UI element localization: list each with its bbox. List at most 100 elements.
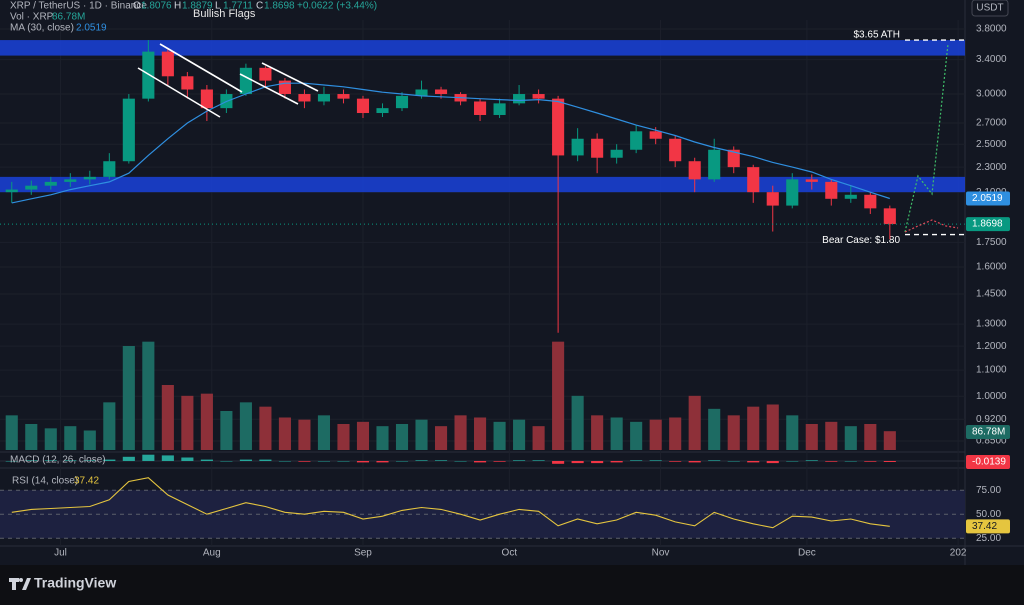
volume-bar (805, 424, 818, 450)
ma-legend-value: 2.0519 (76, 23, 107, 34)
macd-bar (64, 460, 77, 461)
macd-bar (844, 461, 857, 462)
ohlc-value: 1.8698 (264, 1, 295, 12)
annotation-title: Bullish Flags (193, 8, 256, 20)
candle-body (298, 94, 311, 102)
x-tick-label: Jul (54, 548, 67, 559)
ohlc-key: C (256, 1, 263, 12)
ma-legend: MA (30, close) (10, 23, 74, 34)
y-tick-label: 3.8000 (976, 24, 1007, 35)
volume-bar (630, 421, 643, 450)
candle-body (337, 94, 350, 99)
footer (0, 565, 1024, 605)
volume-bar (864, 424, 877, 450)
y-tick-label: 0.8500 (976, 436, 1007, 447)
candle-body (415, 89, 428, 96)
volume-bar (278, 417, 291, 450)
candle-body (610, 149, 623, 158)
candle-body (142, 51, 155, 99)
macd-bar (278, 461, 291, 462)
volume-bar (64, 426, 77, 450)
macd-bar (200, 459, 213, 461)
ohlc-value: 1.8879 (182, 1, 213, 12)
candle-body (356, 98, 370, 114)
candle-body (747, 167, 760, 193)
macd-bar (883, 461, 896, 462)
volume-bar (122, 346, 135, 450)
macd-bar (122, 456, 135, 461)
macd-bar (25, 460, 38, 461)
candle-body (395, 95, 409, 109)
volume-bar (454, 415, 467, 450)
candle-body (825, 181, 838, 199)
rsi-line (11, 477, 890, 529)
volume-bar (825, 421, 838, 450)
volume-bar (649, 419, 662, 450)
macd-bar (708, 460, 721, 461)
y-tick-label: 2.5000 (976, 139, 1007, 150)
candle-body (805, 179, 818, 182)
volume-bar (337, 424, 350, 450)
x-tick-label: Dec (798, 548, 816, 559)
candle-body (376, 108, 389, 114)
macd-bar (454, 461, 467, 462)
candle-body (649, 131, 662, 139)
flag-line (137, 67, 221, 118)
macd-bar (376, 461, 389, 463)
macd-bar (317, 461, 331, 462)
volume-bar (259, 406, 272, 450)
bear-projection (904, 219, 959, 233)
macd-bar (474, 461, 487, 463)
candle-body (786, 179, 799, 206)
x-tick-label: Oct (502, 548, 518, 559)
macd-legend: MACD (12, 26, close) (10, 455, 106, 466)
currency[interactable]: USDT (976, 3, 1003, 14)
volume-bar (200, 393, 213, 450)
macd-bar (610, 461, 623, 463)
volume-bar (103, 402, 116, 450)
candle-body (161, 51, 174, 77)
volume-tag-bg (966, 425, 1010, 439)
volume-bar (220, 411, 233, 450)
zone (0, 40, 965, 56)
brand: TradingView (34, 575, 116, 591)
macd-bar (571, 461, 584, 464)
candle-body (474, 101, 487, 115)
volume-bar (552, 341, 565, 450)
macd-bar (103, 459, 116, 461)
volume-bar (181, 395, 194, 450)
candle-body (844, 194, 857, 199)
volume-bar (708, 408, 721, 450)
volume-bar (356, 421, 370, 450)
candle-body (434, 89, 448, 95)
layers: 3.80003.40003.00002.70002.50002.30002.10… (0, 20, 1010, 559)
price-tag-bg (966, 217, 1010, 232)
candle-body (552, 98, 565, 156)
ohlc-value: 1.7711 (223, 1, 253, 12)
macd-bar (337, 461, 350, 462)
volume-legend-value: 86.78M (52, 12, 85, 23)
currency-box[interactable] (971, 0, 1009, 17)
x-tick-label: Nov (652, 548, 670, 559)
volume-bar (669, 417, 682, 450)
flag-line (159, 43, 243, 93)
y-tick-label: 1.3000 (976, 319, 1007, 330)
volume-bar (142, 341, 155, 450)
volume-bar (298, 419, 311, 450)
bull-projection (904, 43, 949, 233)
volume-bar (376, 426, 389, 450)
ohlc-key: L (215, 1, 221, 12)
y-tick-label: 1.7500 (976, 237, 1007, 248)
flag-line (261, 62, 319, 92)
volume-bar (688, 395, 701, 450)
y-tick-label: 1.1000 (976, 365, 1007, 376)
macd-bar (747, 461, 760, 463)
candle-body (239, 67, 252, 95)
ma-tag: 2.0519 (972, 193, 1003, 204)
macd-bar (552, 461, 565, 464)
candle-body (5, 189, 18, 193)
flag-line (239, 73, 299, 105)
volume-bar (747, 406, 760, 450)
volume-bar (434, 426, 448, 450)
